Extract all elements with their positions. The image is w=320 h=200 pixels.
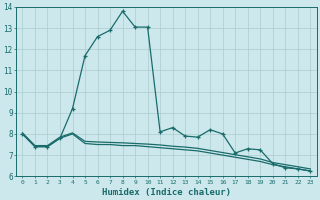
X-axis label: Humidex (Indice chaleur): Humidex (Indice chaleur) [102,188,231,197]
